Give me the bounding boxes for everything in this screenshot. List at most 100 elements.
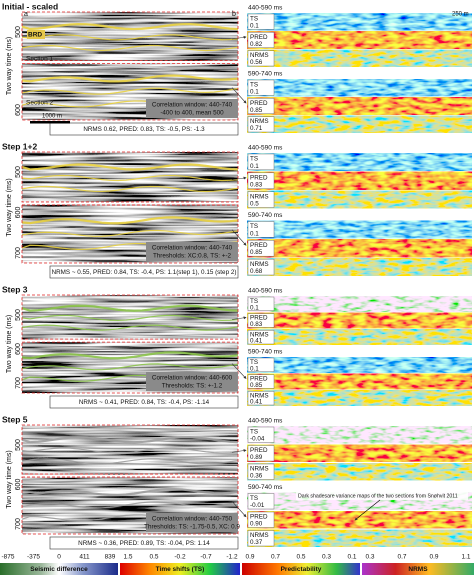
pred-map (247, 444, 472, 462)
window-text: Correlation window: 440-600 (152, 375, 233, 382)
y-tick-label: 700 (15, 377, 22, 389)
map-window: 590-740 ms (248, 212, 283, 219)
map-value: 0.36 (250, 473, 263, 480)
connector (231, 35, 247, 40)
connector (231, 176, 247, 181)
y-tick-label: 600 (15, 104, 22, 116)
label-section-2: Section 2 (26, 100, 53, 107)
y-tick-label: 700 (15, 247, 22, 259)
map-label-box (247, 79, 275, 96)
map-label-box (247, 493, 275, 510)
section-outline (21, 204, 239, 264)
map-label: NRMS (250, 261, 269, 268)
map-label: PRED (250, 447, 268, 454)
window-text: Thresholds: TS: -1.75-0.5, XC: 0.9 (144, 524, 240, 531)
connector (231, 87, 247, 104)
stats-box (49, 395, 239, 409)
y-tick-label: 500 (15, 26, 22, 38)
section-outline (21, 294, 239, 340)
map-label: TS (250, 495, 258, 502)
horizon (21, 216, 239, 225)
colorbar (0, 563, 118, 575)
map-value: 0.85 (250, 382, 263, 389)
section-outline (21, 424, 239, 475)
map-label: PRED (250, 315, 268, 322)
colorbar-tick: -0.7 (200, 554, 212, 561)
panel-title: Initial - scaled (2, 1, 58, 11)
map-value: 0.85 (250, 249, 263, 256)
map-window: 590-740 ms (248, 71, 283, 78)
window-text: Thresholds: XC:0.8, TS: +-2 (153, 253, 232, 260)
panel-title: Step 1+2 (2, 141, 37, 151)
horizon (21, 163, 239, 171)
colorbar-title: NRMS (408, 566, 428, 573)
map-label-box (247, 116, 275, 133)
map-label: TS (250, 156, 258, 163)
nrms-map (247, 190, 472, 209)
connector (231, 316, 247, 320)
brd-box (27, 30, 45, 39)
map-label: TS (250, 82, 258, 89)
ts-map (247, 357, 472, 373)
horizon (21, 447, 239, 454)
window-box (146, 513, 238, 532)
map-value: 0.37 (250, 539, 263, 546)
nrms-map (247, 329, 472, 345)
map-window: 590-740 ms (248, 484, 283, 491)
y-tick-label: 600 (15, 207, 22, 219)
map-label: TS (250, 223, 258, 230)
scale-bar (30, 121, 70, 124)
window-text: Correlation window: 440-740 (152, 102, 233, 109)
stats-box (49, 265, 239, 279)
colorbar-tick: 1.5 (123, 554, 132, 561)
y-axis-label: Two way time (ms) (6, 450, 13, 508)
window-box (146, 372, 238, 391)
colorbar-tick: 0.3 (365, 554, 374, 561)
seismic-section (22, 295, 238, 340)
colorbar (120, 563, 240, 575)
pred-map (247, 31, 472, 49)
map-label-box (247, 32, 275, 48)
colorbar-title: Predictability (281, 566, 322, 573)
colorbar-tick: 0.9 (245, 554, 254, 561)
map-value: 0.89 (250, 454, 263, 461)
horizon (21, 436, 239, 444)
pred-map (247, 97, 472, 115)
map-label: PRED (250, 175, 268, 182)
horizon (21, 74, 239, 83)
map-label-box (247, 463, 275, 480)
scale-right: 250 m (452, 12, 469, 18)
map-value: 0.1 (250, 163, 259, 170)
map-window: 590-740 ms (248, 349, 283, 356)
horizon (21, 174, 239, 182)
map-window: 440-590 ms (248, 418, 283, 425)
section-outline (21, 11, 239, 61)
panel-title: Step 3 (2, 284, 28, 294)
map-value: 0.71 (250, 125, 263, 132)
colorbar-tick: -875 (1, 554, 14, 561)
colorbar (362, 563, 474, 575)
window-text: -400 to 400, mean 500 (160, 110, 224, 117)
map-label: NRMS (250, 118, 269, 125)
window-box (146, 99, 238, 118)
y-tick-label: 600 (15, 343, 22, 355)
map-label: NRMS (250, 52, 269, 59)
map-label-box (247, 98, 275, 114)
seismic-section (22, 425, 238, 475)
map-label-box (247, 191, 275, 208)
section-outline (21, 151, 239, 203)
horizon (21, 501, 239, 509)
ts-map (247, 153, 472, 171)
map-value: 0.41 (250, 399, 263, 406)
map-label: NRMS (250, 392, 269, 399)
connector (231, 363, 247, 379)
map-value: 0.68 (250, 268, 263, 275)
nrms-map (247, 390, 472, 406)
map-label-box (247, 330, 275, 345)
map-value: 0.83 (250, 321, 263, 328)
map-label: PRED (250, 376, 268, 383)
label-b: b (232, 11, 236, 18)
window-text: Correlation window: 440-750 (152, 516, 233, 523)
map-label-box (247, 445, 275, 462)
